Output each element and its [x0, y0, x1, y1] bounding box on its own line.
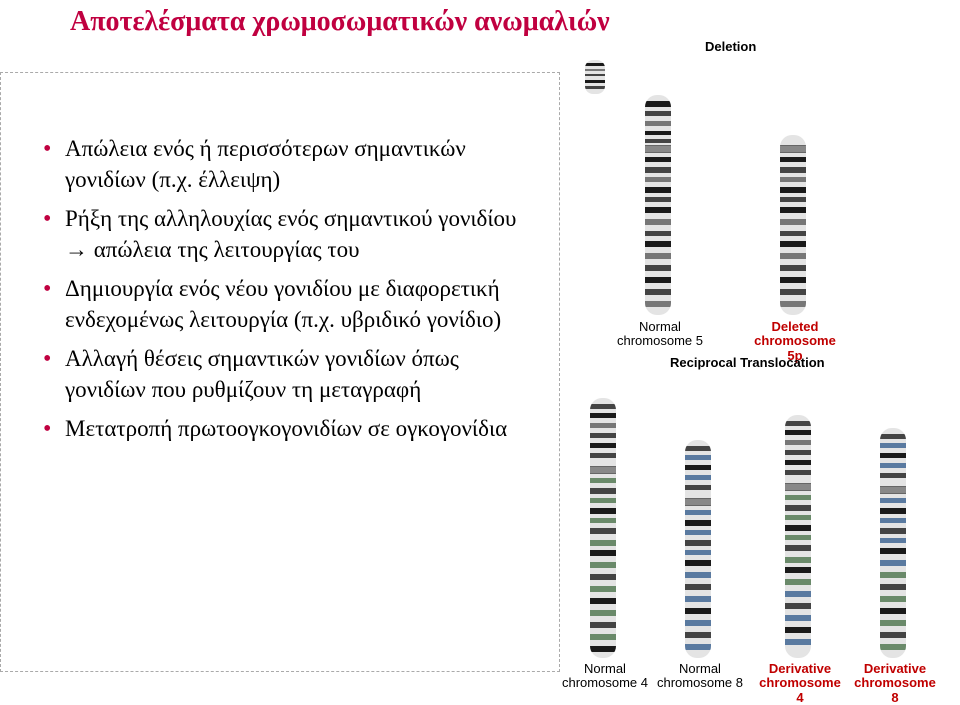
- chromosome-deleted-5p: [780, 135, 806, 315]
- chromosome-derivative-8: [880, 428, 906, 658]
- label-deletion: Deletion: [705, 40, 756, 54]
- bullet-box: Απώλεια ενός ή περισσότερων σημαντικών γ…: [0, 72, 560, 672]
- chromosome-normal-4: [590, 398, 616, 658]
- label-reciprocal: Reciprocal Translocation: [670, 356, 825, 370]
- chromosome-derivative-4: [785, 415, 811, 658]
- bullet-list: Απώλεια ενός ή περισσότερων σημαντικών γ…: [41, 133, 539, 444]
- bullet-item: Απώλεια ενός ή περισσότερων σημαντικών γ…: [41, 133, 539, 195]
- bullet-item: Μετατροπή πρωτοογκογονιδίων σε ογκογονίδ…: [41, 413, 539, 444]
- chromosome-normal-5: [645, 95, 671, 315]
- bullet-item: Ρήξη της αλληλουχίας ενός σημαντικού γον…: [41, 203, 539, 265]
- diagram-area: Deletion Normal chromosome 5 Deleted chr…: [575, 40, 955, 680]
- page-title: Αποτελέσματα χρωμοσωματικών ανωμαλιών: [70, 6, 610, 38]
- label-n4: Normal chromosome 4: [560, 662, 650, 691]
- bullet-item: Δημιουργία ενός νέου γονιδίου με διαφορε…: [41, 273, 539, 335]
- chromosome-normal-8: [685, 440, 711, 658]
- bullet-item: Αλλαγή θέσεις σημαντικών γονιδίων όπως γ…: [41, 343, 539, 405]
- label-d4: Derivative chromosome 4: [755, 662, 845, 705]
- label-d8: Derivative chromosome 8: [850, 662, 940, 705]
- label-n8: Normal chromosome 8: [655, 662, 745, 691]
- label-normal5: Normal chromosome 5: [610, 320, 710, 349]
